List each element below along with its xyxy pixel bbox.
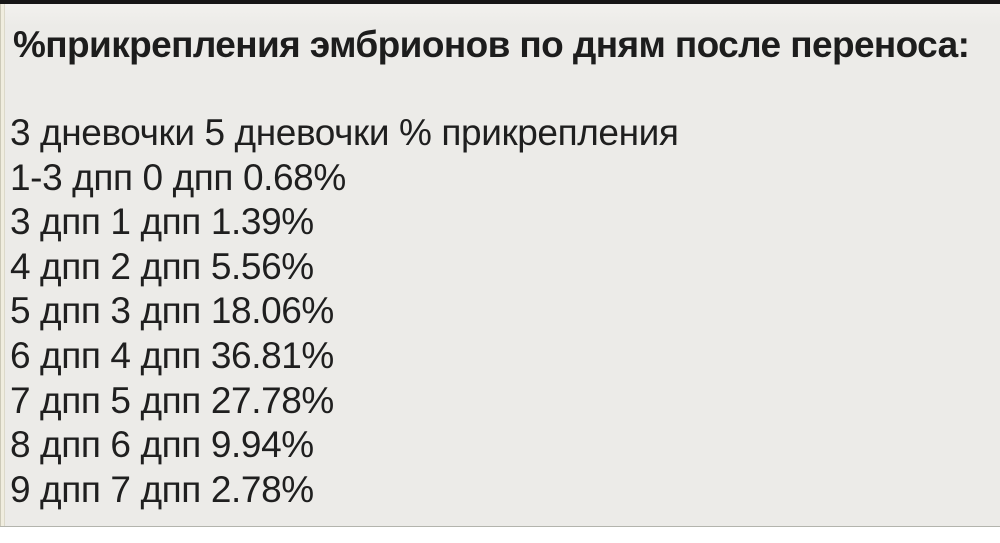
cell-percent: 36.81% (210, 334, 334, 376)
table-row: 3 дпп 1 дпп 1.39% (10, 200, 679, 245)
cell-day3: 3 дпп (10, 201, 101, 243)
cell-percent: 2.78% (210, 468, 314, 510)
cell-percent: 1.39% (210, 201, 314, 243)
column-header-percent: % прикрепления (399, 112, 679, 153)
table-row: 8 дпп 6 дпп 9.94% (10, 423, 679, 468)
cell-day5: 7 дпп (110, 468, 201, 510)
cell-day5: 6 дпп (110, 424, 201, 466)
table-row: 4 дпп 2 дпп 5.56% (10, 245, 679, 290)
table-row: 5 дпп 3 дпп 18.06% (10, 289, 679, 334)
table-row: 9 дпп 7 дпп 2.78% (10, 468, 679, 513)
cell-day3: 7 дпп (10, 379, 101, 421)
cell-day5: 4 дпп (110, 334, 201, 376)
left-edge-strip (0, 4, 5, 526)
column-header-day3: 3 дневочки (10, 112, 195, 153)
cell-day5: 1 дпп (110, 201, 201, 243)
cell-percent: 5.56% (210, 245, 314, 287)
cell-day3: 1-3 дпп (10, 156, 133, 198)
table-row: 1-3 дпп 0 дпп 0.68% (10, 156, 679, 201)
cell-percent: 9.94% (210, 424, 314, 466)
page-background (0, 4, 1000, 526)
cell-day3: 6 дпп (10, 334, 101, 376)
cell-day3: 9 дпп (10, 468, 101, 510)
page-title: %прикрепления эмбрионов по дням после пе… (13, 24, 970, 65)
attachment-table: 3 дневочки 5 дневочки % прикрепления 1-3… (10, 111, 679, 512)
cell-day5: 2 дпп (110, 245, 201, 287)
cell-percent: 18.06% (210, 290, 334, 332)
cell-day5: 5 дпп (110, 379, 201, 421)
bottom-divider (0, 526, 1000, 527)
cell-percent: 0.68% (242, 156, 346, 198)
cell-day5: 3 дпп (110, 290, 201, 332)
top-border-bar (0, 0, 1000, 4)
column-header-day5: 5 дневочки (204, 112, 390, 153)
table-row: 7 дпп 5 дпп 27.78% (10, 379, 679, 424)
cell-day3: 4 дпп (10, 245, 101, 287)
cell-day3: 8 дпп (10, 424, 101, 466)
table-row: 6 дпп 4 дпп 36.81% (10, 334, 679, 379)
table-header-row: 3 дневочки 5 дневочки % прикрепления (10, 111, 679, 156)
cell-day5: 0 дпп (142, 156, 234, 198)
cell-day3: 5 дпп (10, 290, 101, 332)
cell-percent: 27.78% (210, 379, 334, 421)
